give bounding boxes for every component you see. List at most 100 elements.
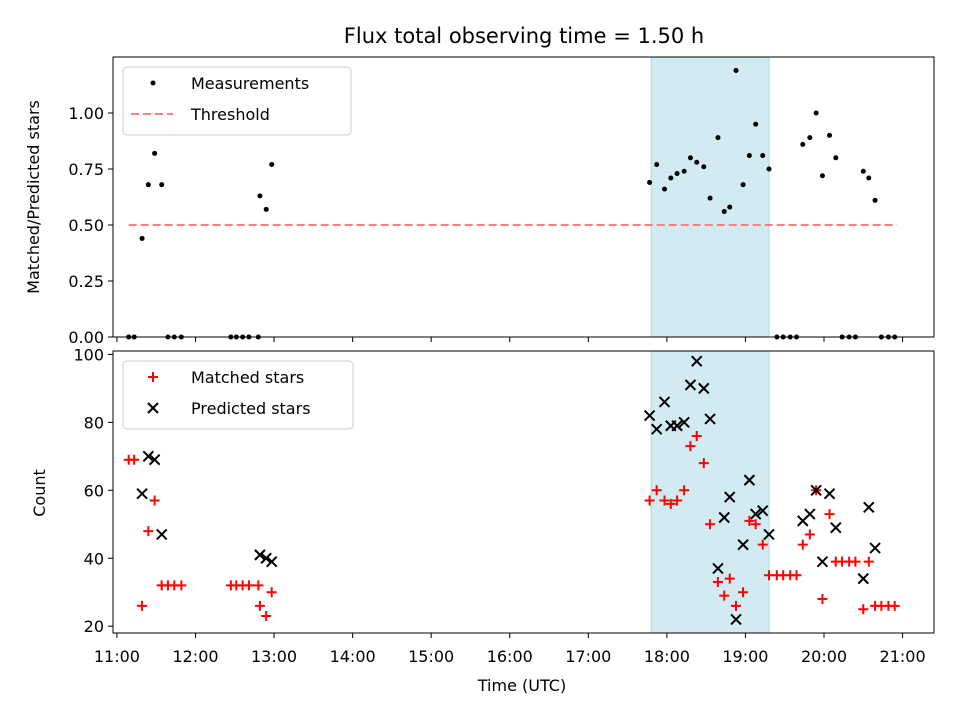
measurement-point-40	[800, 141, 806, 147]
predicted-star-point-29	[816, 555, 829, 568]
measurement-point-20	[668, 175, 674, 181]
measurement-point-31	[740, 182, 746, 188]
legend-label-measurements: Measurements	[191, 74, 309, 93]
measurement-point-32	[746, 153, 752, 159]
x-tick-label-0: 11:00	[94, 647, 140, 666]
matched-star-point-25	[698, 458, 709, 469]
measurement-point-35	[766, 166, 772, 172]
x-tick-label-9: 20:00	[801, 647, 847, 666]
measurement-point-49	[860, 168, 866, 174]
predicted-star-point-34	[869, 542, 881, 554]
predicted-star-point-9	[658, 396, 671, 408]
matched-star-point-48	[850, 556, 861, 567]
matched-star-point-21	[672, 495, 683, 506]
count-highlight-span	[650, 350, 770, 634]
measurement-point-2	[139, 235, 145, 241]
measurement-point-18	[654, 162, 660, 168]
predicted-star-point-24	[757, 504, 769, 517]
predicted-star-point-1	[142, 450, 155, 463]
ratio-y-tick-label-4: 1.00	[68, 104, 104, 123]
predicted-star-point-4	[254, 549, 266, 561]
measurement-point-26	[707, 195, 713, 201]
matched-star-point-49	[858, 604, 869, 615]
ratio-legend: Measurements Threshold	[122, 66, 352, 136]
measurement-point-34	[760, 153, 766, 159]
x-tick-label-1: 12:00	[172, 647, 218, 666]
measurement-point-24	[694, 159, 700, 165]
predicted-star-point-20	[730, 613, 742, 626]
measurement-point-51	[872, 197, 878, 203]
matched-star-point-1	[129, 454, 140, 465]
matched-star-point-30	[731, 600, 742, 611]
matched-star-point-43	[817, 594, 828, 605]
count-legend-box	[122, 360, 354, 430]
measurement-point-45	[833, 155, 839, 161]
matched-star-point-3	[143, 526, 154, 537]
measurement-point-29	[727, 204, 733, 210]
predicted-star-point-7	[643, 409, 656, 422]
legend-measurements-marker	[150, 80, 156, 86]
matched-star-point-33	[750, 519, 761, 530]
predicted-star-point-33	[863, 501, 875, 513]
legend-label-threshold: Threshold	[190, 105, 270, 124]
ratio-y-tick-label-2: 0.50	[68, 216, 104, 235]
count-y-tick-label-4: 100	[73, 345, 104, 364]
predicted-star-point-8	[650, 423, 663, 435]
measurement-point-28	[721, 209, 727, 215]
ratio-panel: 0.00 0.25 0.50 0.75 1.00 Matched/Predicted s…	[24, 56, 935, 347]
measurement-point-50	[866, 175, 872, 181]
count-panel: 20 40 60 80 100 Count Matched stars Predicted…	[30, 345, 935, 638]
measurement-point-30	[733, 67, 739, 73]
measurement-point-14	[257, 193, 263, 199]
predicted-star-point-16	[704, 413, 716, 425]
x-tick-label-7: 18:00	[644, 647, 690, 666]
count-y-tick-label-3: 80	[84, 413, 104, 432]
measurement-point-22	[681, 168, 687, 174]
count-legend: Matched stars Predicted stars	[122, 360, 354, 430]
predicted-star-point-21	[737, 538, 749, 551]
predicted-star-point-27	[804, 508, 816, 520]
matched-star-point-8	[176, 580, 187, 591]
measurement-point-19	[662, 186, 668, 192]
predicted-star-point-18	[718, 511, 730, 524]
predicted-star-point-2	[148, 454, 161, 466]
measurement-point-43	[819, 173, 825, 179]
predicted-star-point-15	[698, 382, 710, 395]
matched-star-point-50	[863, 556, 874, 567]
matched-star-point-39	[791, 570, 802, 581]
count-axes: 20 40 60 80 100	[73, 345, 935, 638]
measurement-point-21	[674, 170, 680, 176]
predicted-star-point-12	[678, 416, 690, 429]
measurement-point-23	[687, 155, 693, 161]
measurement-point-17	[647, 179, 653, 185]
predicted-star-point-14	[691, 355, 703, 367]
predicted-star-point-19	[724, 491, 736, 503]
matched-star-point-16	[266, 587, 277, 598]
measurement-point-41	[807, 135, 813, 141]
x-tick-label-5: 16:00	[487, 647, 533, 666]
matched-star-point-22	[679, 485, 690, 496]
predicted-star-point-0	[136, 487, 148, 500]
x-tick-label-3: 14:00	[330, 647, 376, 666]
predicted-star-point-32	[857, 572, 869, 585]
chart-title: Flux total observing time = 1.50 h	[344, 24, 704, 48]
matched-star-point-13	[253, 580, 264, 591]
measurement-point-4	[152, 150, 158, 156]
matched-star-point-32	[744, 515, 755, 526]
legend-matched-marker	[148, 372, 158, 382]
count-plot-frame	[112, 350, 935, 634]
predicted-star-point-17	[712, 562, 724, 575]
matched-star-point-44	[824, 509, 835, 520]
measurement-point-16	[269, 162, 275, 168]
matched-star-point-28	[719, 590, 730, 601]
x-tick-label-10: 21:00	[880, 647, 926, 666]
matched-star-point-34	[757, 539, 768, 550]
matched-star-point-15	[261, 611, 272, 622]
ratio-axes: 0.00 0.25 0.50 0.75 1.00	[68, 56, 935, 347]
legend-label-matched-stars: Matched stars	[191, 368, 304, 387]
matched-star-point-23	[685, 441, 696, 452]
ratio-legend-box	[122, 66, 352, 136]
measurement-point-33	[753, 121, 759, 127]
matched-stars-series	[123, 430, 900, 622]
x-tick-label-2: 13:00	[251, 647, 297, 666]
